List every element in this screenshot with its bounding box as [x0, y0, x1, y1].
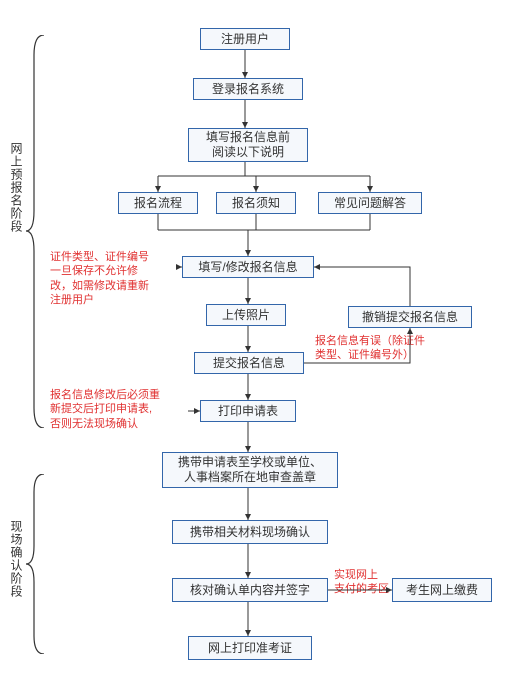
node-print-admit: 网上打印准考证 — [188, 636, 312, 660]
node-stamp: 携带申请表至学校或单位、 人事档案所在地审查盖章 — [162, 452, 338, 488]
node-faq: 常见问题解答 — [318, 192, 422, 214]
node-upload-photo: 上传照片 — [206, 304, 286, 326]
phase2-label: 现场确认阶段 — [8, 520, 25, 598]
phase2-brace — [26, 474, 46, 654]
annot-reprint: 报名信息修改后必须重 新提交后打印申请表, 否则无法现场确认 — [50, 388, 190, 431]
node-login: 登录报名系统 — [193, 78, 303, 100]
phase1-label: 网上预报名阶段 — [8, 142, 25, 233]
node-pay-online: 考生网上缴费 — [392, 578, 492, 602]
node-sign: 核对确认单内容并签字 — [172, 578, 328, 602]
node-submit: 提交报名信息 — [194, 352, 304, 374]
flowchart-stage: 网上预报名阶段 现场确认阶段 注册用户 登录报名系统 填写报名信息前 阅读以下说… — [0, 0, 506, 694]
annot-idlock: 证件类型、证件编号 一旦保存不允许修 改，如需修改请重新 注册用户 — [50, 250, 178, 307]
node-register: 注册用户 — [200, 28, 290, 50]
annot-paynote: 实现网上 支付的考区 — [334, 568, 400, 597]
node-fillinfo: 填写/修改报名信息 — [182, 256, 314, 278]
node-confirm-site: 携带相关材料现场确认 — [172, 520, 328, 544]
annot-error: 报名信息有误（除证件 类型、证件编号外） — [315, 334, 465, 363]
node-revoke: 撤销提交报名信息 — [348, 306, 472, 328]
node-process: 报名流程 — [118, 192, 198, 214]
node-notice: 报名须知 — [216, 192, 296, 214]
node-printform: 打印申请表 — [200, 400, 296, 422]
node-preread: 填写报名信息前 阅读以下说明 — [188, 128, 308, 162]
phase1-brace — [26, 35, 46, 428]
